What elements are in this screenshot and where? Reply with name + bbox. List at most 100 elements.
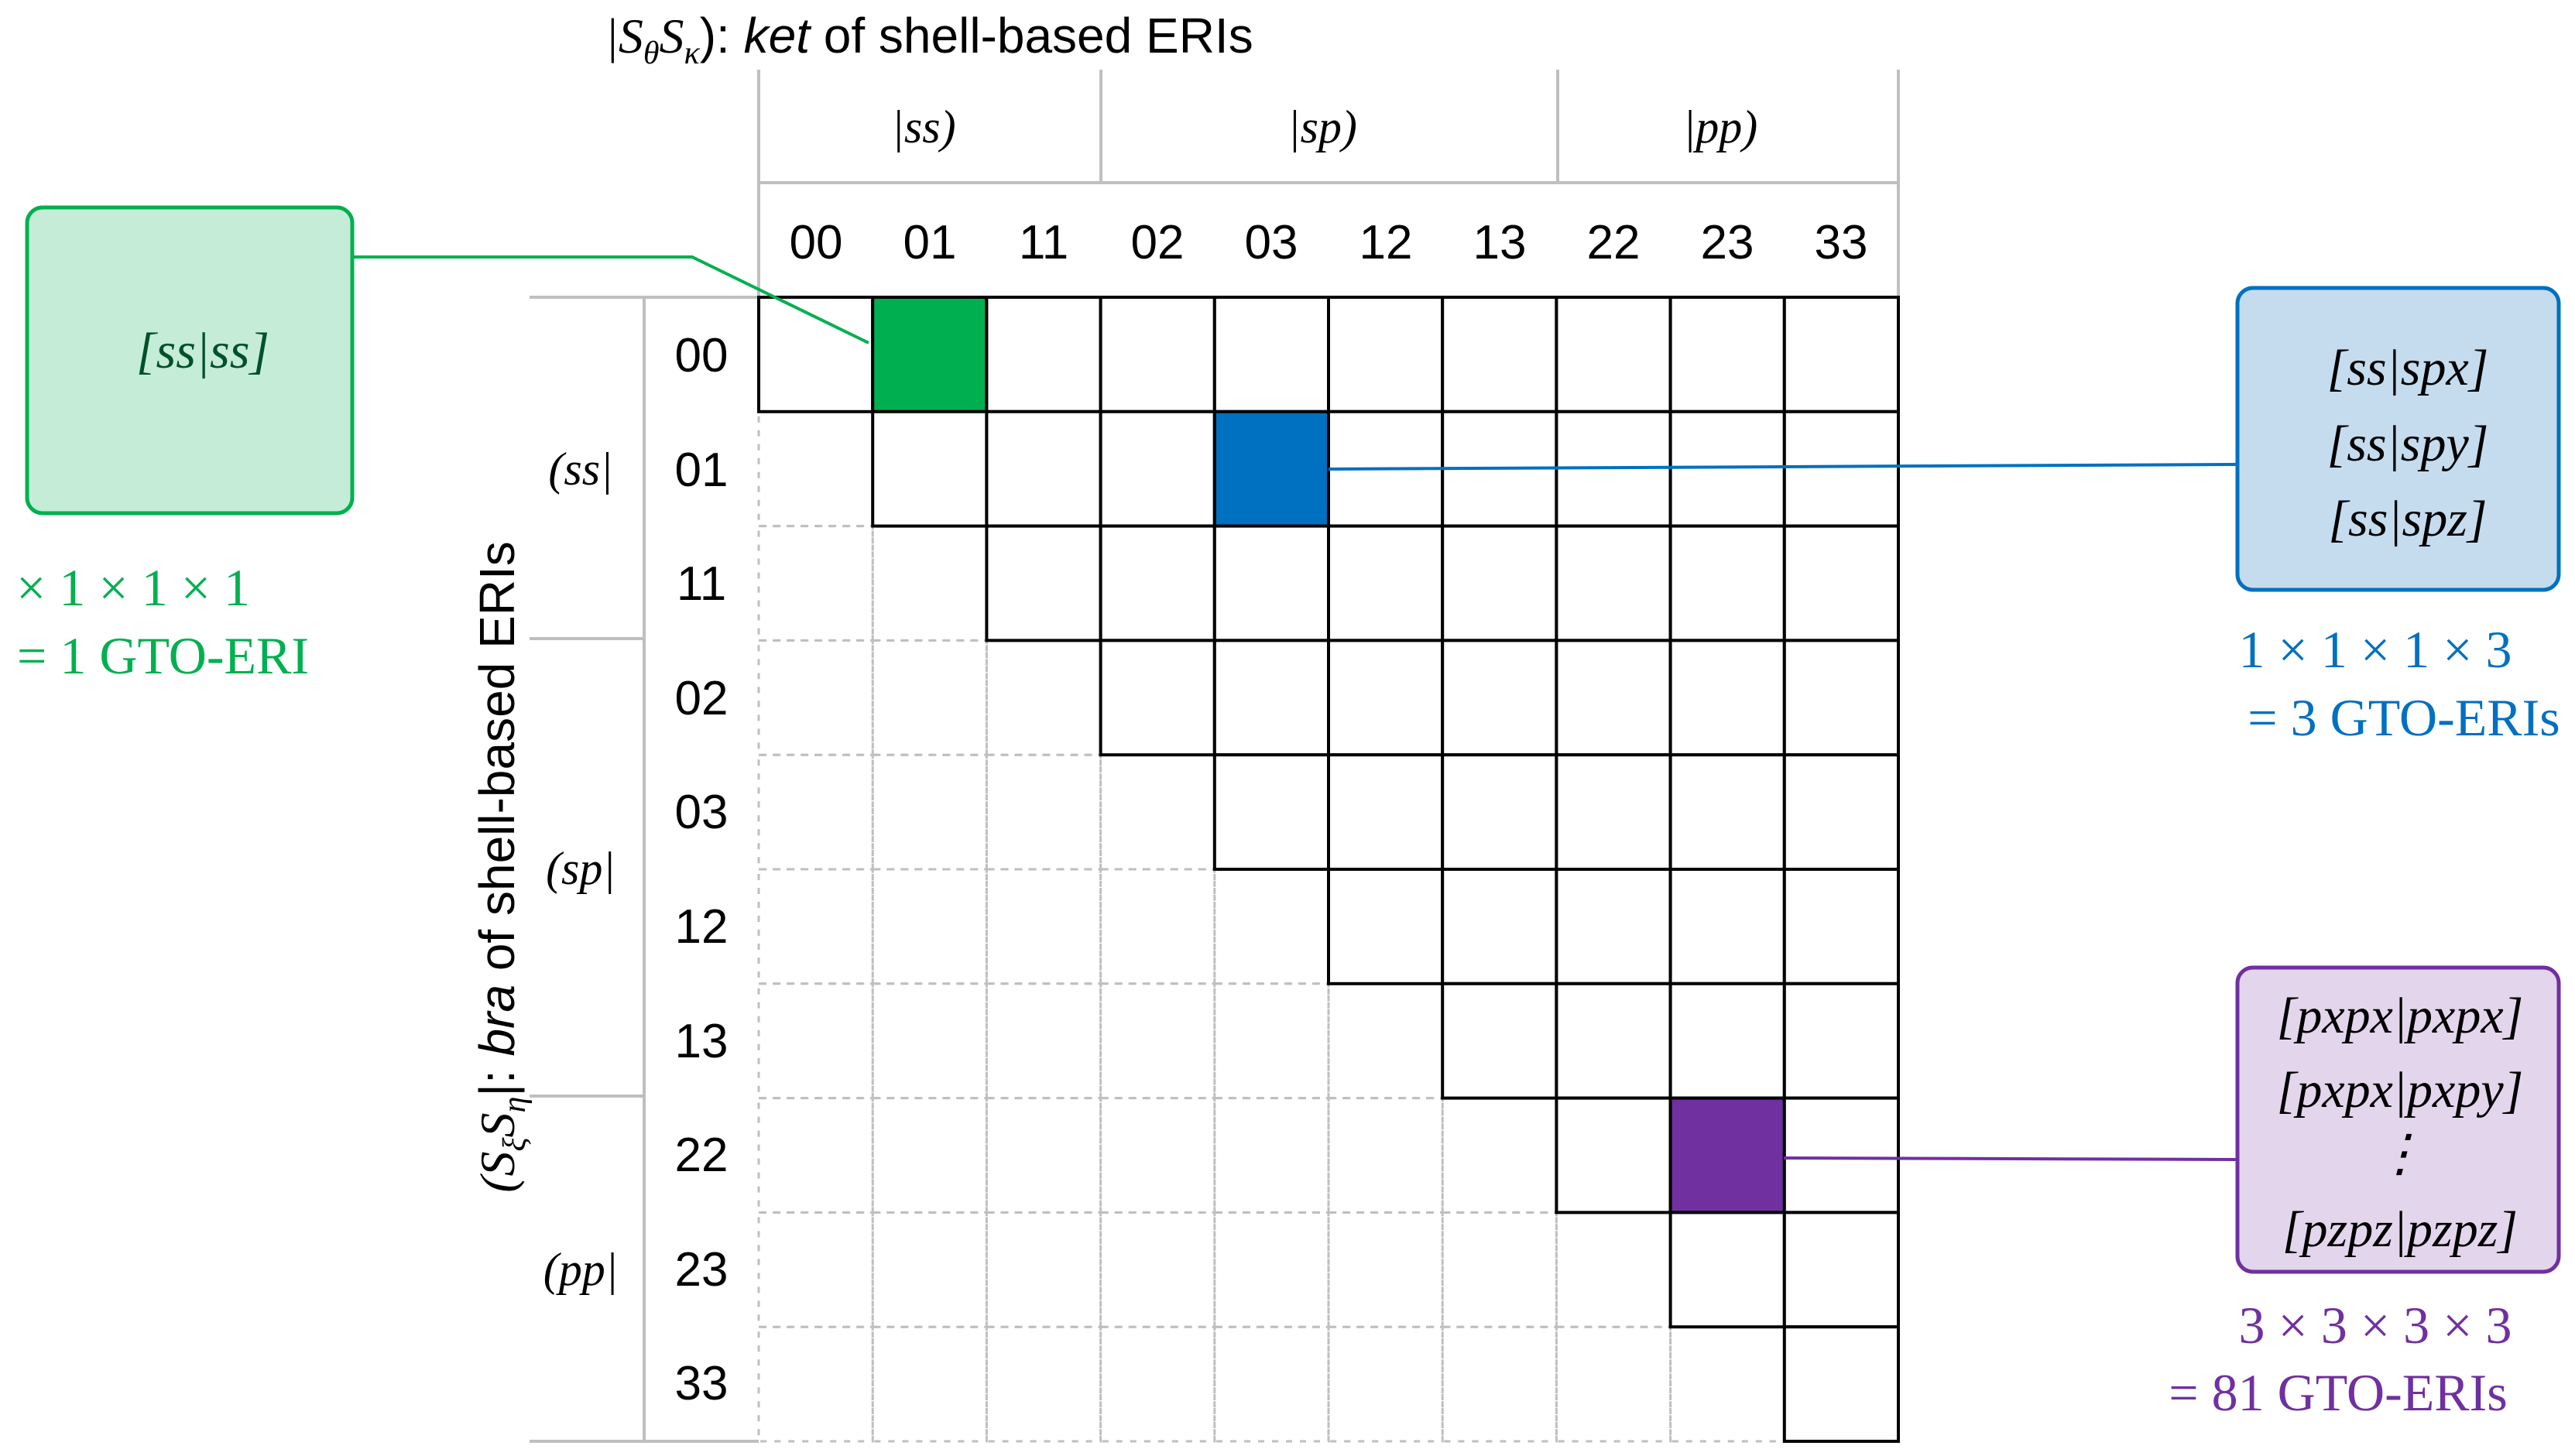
col-label: 02	[1131, 216, 1185, 269]
row-label: 00	[675, 329, 729, 382]
lower-cell	[985, 1325, 1102, 1443]
lower-cell	[871, 753, 988, 871]
eri-cell	[1327, 639, 1445, 757]
green-callout-box	[25, 205, 355, 516]
eri-cell	[985, 296, 1102, 413]
lower-cell	[871, 639, 988, 756]
eri-cell	[1555, 982, 1672, 1100]
col-label: 13	[1473, 216, 1527, 269]
row-label: 01	[675, 444, 729, 497]
bra-group-sp: (sp|	[546, 843, 615, 894]
lower-cell	[1555, 1211, 1672, 1328]
lower-cell	[757, 753, 874, 871]
col-label: 22	[1587, 216, 1641, 269]
eri-cell	[1555, 1096, 1672, 1214]
highlighted-cell	[871, 296, 989, 413]
eri-cell	[1668, 753, 1786, 872]
lower-cell	[1099, 753, 1216, 871]
lower-cell	[757, 868, 874, 985]
eri-cell	[1782, 409, 1901, 528]
eri-cell	[1099, 524, 1216, 642]
row-label: 23	[675, 1243, 729, 1297]
lower-cell	[1441, 1097, 1558, 1214]
green-callout: [ss|ss] 1 × 1 × 1 × 1 = 1 GTO-ERI	[0, 205, 355, 685]
ket-group-sp: |sp)	[1288, 101, 1357, 152]
eri-cell	[1327, 296, 1445, 413]
eri-cell	[1555, 753, 1672, 872]
row-label: 02	[675, 672, 729, 725]
eri-cell	[1782, 753, 1901, 872]
lower-cell	[757, 410, 874, 528]
eri-cell	[1212, 524, 1331, 642]
blue-callout-box	[2235, 286, 2561, 592]
lower-cell	[985, 868, 1102, 985]
lower-cell	[1213, 868, 1330, 985]
ket-group-pp: |pp)	[1683, 101, 1757, 152]
eri-cell	[1327, 868, 1445, 985]
bra-group-ss: (ss|	[548, 444, 612, 495]
upper-triangle-cells	[757, 296, 1901, 1443]
lower-cell	[1327, 1097, 1444, 1214]
eri-cell	[1668, 296, 1786, 413]
eri-cell	[1099, 409, 1216, 528]
green-count-line1: 1 × 1 × 1 × 1	[0, 558, 250, 617]
eri-cell	[985, 524, 1102, 642]
lower-cell	[1441, 1211, 1558, 1328]
lower-cell	[985, 1211, 1102, 1328]
lower-cell	[1441, 1325, 1558, 1443]
eri-cell	[1782, 982, 1901, 1100]
lower-cell	[985, 753, 1102, 871]
eri-cell	[1668, 868, 1786, 985]
highlighted-cell	[1212, 409, 1331, 528]
eri-cell	[1668, 409, 1786, 528]
column-index-labels: 00 01 11 02 03 12 13 22 23 33	[790, 216, 1868, 269]
lower-cell	[757, 1097, 874, 1214]
row-index-labels: 00 01 11 02 03 12 13 22 23 33	[675, 329, 729, 1410]
eri-cell	[1441, 296, 1558, 413]
purple-count-line2: = 81 GTO-ERIs	[2169, 1363, 2508, 1422]
lower-cell	[1099, 982, 1216, 1100]
col-label: 11	[1019, 216, 1068, 269]
eri-cell	[1212, 296, 1331, 413]
eri-cell	[1668, 524, 1786, 642]
eri-cell	[1327, 753, 1445, 872]
lower-cell	[985, 639, 1102, 756]
eri-cell	[1668, 1211, 1786, 1329]
lower-cell	[1213, 1097, 1330, 1214]
eri-cell	[1099, 296, 1216, 413]
eri-cell	[1327, 524, 1445, 642]
lower-cell	[985, 1097, 1102, 1214]
purple-eri-line: ⋮	[2374, 1125, 2426, 1182]
eri-cell	[1555, 296, 1672, 413]
lower-cell	[1327, 1211, 1444, 1328]
row-label: 13	[675, 1015, 729, 1068]
row-label: 11	[677, 557, 726, 611]
green-count-line2: = 1 GTO-ERI	[17, 626, 309, 685]
lower-cell	[757, 1325, 874, 1443]
green-connector	[353, 255, 869, 344]
row-label: 12	[675, 900, 729, 954]
ket-group-ss: |ss)	[891, 101, 955, 152]
lower-cell	[985, 982, 1102, 1100]
lower-cell	[871, 982, 988, 1100]
eri-cell	[1555, 639, 1672, 757]
blue-count-line1: 1 × 1 × 1 × 3	[2238, 620, 2512, 679]
lower-cell	[1099, 1097, 1216, 1214]
purple-eri-line: [pzpz|pzpz]	[2282, 1201, 2518, 1258]
blue-count-line2: = 3 GTO-ERIs	[2248, 688, 2560, 747]
ket-title: |SθSκ): ket of shell-based ERIs	[605, 8, 1253, 71]
col-label: 01	[903, 216, 957, 269]
header-frame	[530, 70, 1900, 1443]
lower-cell	[1669, 1325, 1786, 1443]
lower-cell	[1555, 1325, 1672, 1443]
blue-eri-line: [ss|spy]	[2327, 416, 2489, 472]
eri-cell	[1782, 1211, 1901, 1329]
blue-eri-line: [ss|spz]	[2328, 491, 2487, 547]
eri-cell	[757, 296, 875, 413]
lower-cell	[1327, 1325, 1444, 1443]
lower-cell	[1327, 982, 1444, 1100]
eri-cell	[1782, 524, 1901, 642]
lower-cell	[871, 1097, 988, 1214]
eri-cell	[1555, 868, 1672, 985]
